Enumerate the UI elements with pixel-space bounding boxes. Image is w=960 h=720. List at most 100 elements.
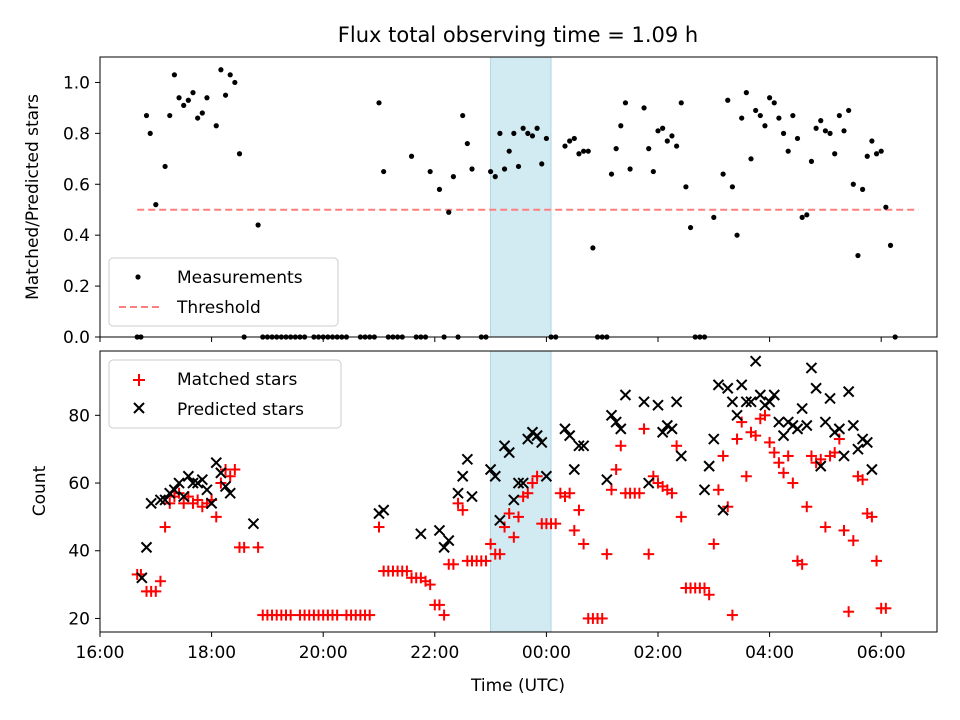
- measurement-point: [743, 90, 749, 96]
- predicted-star-point: [452, 487, 464, 499]
- measurement-point: [218, 67, 224, 73]
- matched-star-point: [485, 538, 497, 550]
- predicted-star-point: [722, 382, 734, 394]
- predicted-star-point: [415, 528, 427, 540]
- predicted-star-point: [187, 477, 199, 489]
- legend-predicted-marker: [133, 402, 145, 414]
- measurement-point: [181, 102, 187, 108]
- measurement-point: [581, 148, 587, 154]
- matched-star-point: [671, 440, 683, 452]
- predicted-star-point: [224, 487, 236, 499]
- predicted-star-point: [833, 423, 846, 435]
- measurement-point: [576, 151, 582, 157]
- measurement-point: [539, 161, 545, 167]
- measurement-point: [650, 168, 656, 175]
- matched-star-point: [610, 463, 622, 475]
- measurement-point: [785, 148, 791, 154]
- measurement-point: [567, 138, 573, 144]
- measurement-point: [427, 168, 433, 175]
- measurement-point: [153, 202, 159, 208]
- measurement-point: [167, 112, 173, 119]
- matched-star-point: [643, 548, 655, 560]
- legend-measurements-marker: [135, 274, 141, 280]
- measurement-point: [436, 186, 443, 192]
- predicted-star-point: [815, 460, 827, 472]
- predicted-star-point: [494, 514, 506, 526]
- top-points-layer: [134, 67, 898, 340]
- measurement-point: [501, 166, 508, 172]
- x-tick-label: 22:00: [410, 643, 459, 663]
- measurement-point: [776, 115, 782, 121]
- predicted-star-point: [145, 497, 157, 510]
- matched-star-point: [252, 541, 264, 553]
- predicted-star-point: [210, 457, 222, 469]
- matched-star-point: [773, 457, 785, 469]
- measurement-point: [147, 130, 153, 136]
- top-plot-frame: [99, 56, 938, 338]
- predicted-star-point: [461, 453, 474, 466]
- matched-star-point: [531, 470, 543, 482]
- measurement-point: [585, 148, 591, 154]
- observing-window-span: [490, 56, 552, 338]
- measurement-point: [683, 184, 689, 190]
- predicted-star-point: [735, 379, 748, 391]
- y-tick-label: 60: [68, 474, 90, 494]
- x-tick-label: 16:00: [76, 643, 125, 663]
- measurement-point: [804, 212, 810, 218]
- measurement-point: [381, 168, 387, 175]
- predicted-star-point: [819, 416, 832, 428]
- matched-star-point: [750, 430, 762, 442]
- predicted-star-point: [642, 477, 655, 489]
- matched-star-point: [703, 589, 715, 601]
- predicted-star-point: [563, 429, 576, 442]
- predicted-star-point: [503, 446, 515, 459]
- matched-star-point: [433, 599, 445, 611]
- predicted-star-point: [512, 477, 525, 489]
- y-tick-label: 20: [68, 609, 90, 629]
- predicted-star-point: [517, 477, 529, 489]
- measurement-point: [641, 105, 647, 111]
- measurement-point: [195, 115, 201, 121]
- measurement-point: [469, 166, 475, 172]
- measurement-point: [562, 143, 568, 149]
- measurement-point: [255, 222, 261, 228]
- predicted-star-point: [154, 494, 167, 506]
- measurement-point: [162, 163, 168, 170]
- measurement-point: [515, 163, 522, 170]
- measurement-point: [176, 95, 182, 101]
- measurement-point: [232, 79, 238, 86]
- matched-star-point: [866, 511, 878, 523]
- predicted-star-point: [615, 423, 627, 435]
- measurement-point: [832, 151, 838, 157]
- predicted-star-point: [601, 473, 613, 486]
- measurement-point: [869, 138, 875, 144]
- predicted-star-point: [777, 429, 790, 442]
- predicted-star-point: [773, 416, 785, 428]
- measurement-point: [450, 174, 456, 180]
- measurement-point: [660, 125, 666, 131]
- matched-star-point: [838, 524, 850, 536]
- y-tick-label: 0.2: [63, 277, 90, 297]
- measurement-point: [622, 100, 629, 106]
- predicted-star-point: [838, 450, 850, 462]
- predicted-star-point: [791, 423, 804, 435]
- predicted-star-point: [754, 389, 767, 401]
- measurement-point: [855, 252, 861, 259]
- predicted-star-point: [196, 473, 209, 486]
- measurement-point: [757, 112, 763, 119]
- matched-star-point: [833, 433, 845, 445]
- measurement-point: [771, 100, 777, 106]
- bottom-plot-frame: [99, 350, 938, 633]
- measurement-point: [678, 100, 684, 106]
- matched-star-point: [712, 484, 724, 496]
- matched-star-point: [522, 487, 534, 499]
- matched-star-point: [847, 535, 859, 547]
- top-panel: 0.0 0.2 0.4 0.6 0.8 1.0 Matched/Predicted sta…: [23, 56, 938, 348]
- predicted-star-point: [847, 419, 860, 432]
- bottom-axes-layer: 20 40 60 80 16:00 18:00 20:00 22:00 00:00 02:00 04…: [68, 406, 905, 663]
- predicted-star-point: [136, 572, 148, 584]
- measurement-point: [655, 128, 661, 134]
- measurement-point: [846, 107, 852, 114]
- predicted-star-point: [717, 504, 729, 516]
